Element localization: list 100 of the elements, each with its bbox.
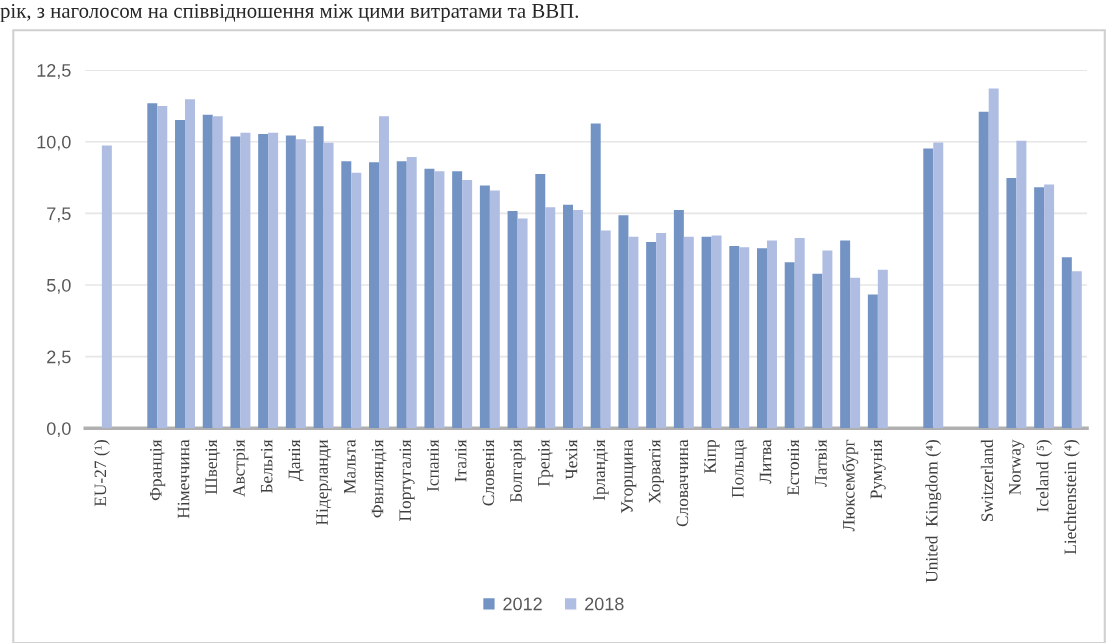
x-tick-label: Болгарія (510, 439, 526, 503)
bar (822, 250, 833, 429)
x-tick-label: Швеція (205, 439, 221, 495)
x-tick-label: Латвія (815, 439, 827, 487)
y-tick-label: 12,5 (37, 64, 71, 79)
x-tick-label: Norway (1009, 439, 1025, 495)
bar (507, 211, 518, 429)
bar (784, 262, 795, 429)
y-tick-label: 0,0 (46, 422, 71, 438)
bar (867, 294, 878, 429)
bar (202, 114, 213, 429)
bar (794, 237, 805, 429)
bar (1016, 140, 1027, 429)
bar (933, 142, 944, 429)
bar (729, 246, 740, 429)
bar (877, 269, 888, 429)
bar (739, 247, 750, 429)
bar (701, 236, 712, 429)
bar (535, 174, 546, 429)
x-tick-label: Фвнляндія (371, 439, 387, 518)
bar (812, 273, 823, 429)
x-tick-label: Польща (732, 439, 748, 498)
legend-label: 2012 (503, 597, 542, 611)
x-tick-label: Данія (288, 439, 304, 481)
bar (406, 156, 417, 429)
bar (656, 233, 667, 429)
x-tick-label: Литва (759, 439, 772, 484)
x-tick-label: Іспанія (427, 439, 439, 492)
bar (295, 139, 306, 429)
bar (230, 136, 241, 429)
bar (351, 172, 362, 429)
bar (240, 132, 251, 429)
bar (313, 126, 324, 429)
bar (175, 119, 186, 429)
y-tick-label: 10,0 (37, 135, 71, 151)
x-tick-label: Австрія (233, 439, 249, 497)
bar (1071, 271, 1082, 429)
x-tick-label: Liechtenstein (⁴) (1063, 440, 1080, 555)
bar (646, 242, 657, 429)
x-tick-label: Португалія (399, 439, 415, 521)
bar (923, 148, 934, 429)
bar (1044, 184, 1055, 429)
x-tick-label: Естонія (787, 439, 800, 496)
bar (424, 168, 435, 429)
bar (185, 99, 195, 429)
x-tick-label: Нідерланди (316, 439, 332, 525)
x-tick-label: Хорватія (648, 439, 664, 504)
bar (212, 116, 223, 429)
bar (757, 248, 767, 429)
x-tick-label: Словаччина (676, 439, 689, 527)
bar (683, 236, 694, 429)
bar (978, 111, 989, 429)
x-tick-label: Франція (149, 439, 166, 501)
bar (840, 240, 851, 429)
bar (434, 171, 445, 429)
x-tick-label: Люксембург (842, 439, 859, 532)
bar (766, 240, 777, 429)
x-tick-label: Бельгія (260, 439, 273, 494)
bar (850, 277, 861, 429)
x-tick-label: Румунія (870, 439, 886, 499)
x-tick-label: Німеччина (177, 439, 190, 519)
legend-label: 2018 (585, 597, 624, 611)
bar (563, 204, 573, 429)
x-tick-label: Switzerland (980, 439, 994, 522)
x-tick-label: Мальта (344, 439, 356, 494)
bar (101, 145, 112, 429)
x-tick-label: Ірландія (593, 439, 609, 501)
bar (479, 185, 490, 429)
bar (285, 135, 296, 429)
y-tick-label: 2,5 (47, 350, 71, 366)
bar (323, 142, 334, 429)
x-tick-label: United Kingdom (⁴) (925, 440, 942, 583)
bar (673, 209, 684, 429)
bar (452, 171, 463, 429)
x-tick-label: Iceland (⁵) (1036, 440, 1052, 512)
x-tick-label: EU-27 (¹) (93, 440, 110, 507)
bar (600, 230, 611, 429)
bar (590, 123, 601, 429)
bar (711, 235, 722, 429)
bar (988, 88, 999, 429)
bar (618, 215, 629, 429)
bar (157, 105, 168, 429)
bar (396, 161, 407, 429)
bar (572, 209, 583, 429)
y-tick-label: 7,5 (47, 207, 71, 223)
bar (1006, 178, 1017, 429)
x-tick-label: Кіпр (704, 440, 720, 474)
bar (1061, 257, 1072, 429)
x-tick-label: Угорщина (621, 439, 637, 514)
bar (268, 132, 279, 429)
bar (147, 103, 158, 429)
bar (517, 218, 528, 429)
bar (379, 116, 389, 429)
x-tick-label: Італія (454, 439, 467, 482)
x-tick-label: Словенія (482, 439, 495, 506)
text: рік, з наголосом на співвідношення між цими витратами та ВВП. (0, 3, 579, 23)
bar (258, 133, 269, 429)
bar (341, 161, 352, 429)
bar (489, 190, 500, 429)
y-tick-label: 5,0 (46, 278, 71, 294)
